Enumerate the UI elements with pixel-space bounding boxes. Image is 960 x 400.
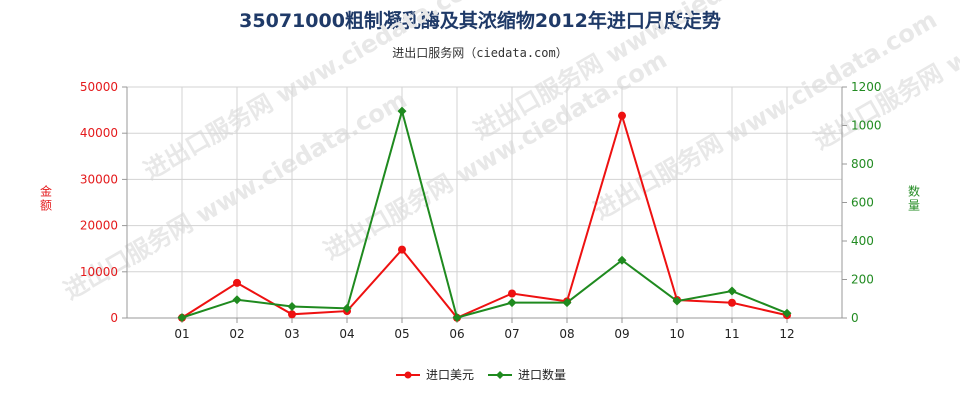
data-point-quantity — [342, 303, 352, 313]
data-point-quantity — [287, 301, 297, 311]
data-point-usd — [288, 310, 296, 319]
left-tick-label: 40000 — [80, 126, 118, 140]
data-point-quantity — [177, 313, 187, 323]
legend-label: 进口数量 — [518, 367, 566, 382]
left-tick-label: 50000 — [80, 80, 118, 94]
data-point-quantity — [397, 106, 407, 116]
series-line-import-usd — [181, 112, 788, 319]
left-tick-label: 20000 — [80, 219, 118, 233]
data-point-quantity — [507, 298, 517, 308]
data-point-quantity — [727, 286, 737, 296]
series — [177, 106, 792, 323]
x-tick-label: 08 — [559, 327, 574, 341]
left-axis-title: 金额 — [40, 184, 52, 213]
x-tick-label: 11 — [724, 327, 739, 341]
legend: 进口美元 进口数量 — [396, 367, 566, 382]
x-tick-label: 09 — [614, 327, 629, 341]
data-point-quantity — [232, 295, 242, 305]
left-tick-label: 0 — [110, 311, 118, 325]
x-tick-label: 04 — [339, 327, 354, 341]
data-point-usd — [508, 289, 516, 298]
x-tick-label: 02 — [229, 327, 244, 341]
legend-marker — [404, 371, 412, 379]
x-tick-label: 03 — [284, 327, 299, 341]
series-line-import-quantity — [181, 107, 788, 319]
data-point-quantity — [562, 298, 572, 308]
data-point-quantity — [617, 255, 627, 265]
data-point-usd — [728, 298, 736, 307]
x-tick-label: 07 — [504, 327, 519, 341]
x-tick-label: 05 — [394, 327, 409, 341]
legend-label: 进口美元 — [426, 368, 474, 382]
legend-marker — [496, 371, 504, 379]
data-point-quantity — [672, 296, 682, 306]
x-tick-label: 12 — [779, 327, 794, 341]
right-tick-label: 0 — [851, 311, 859, 325]
right-tick-label: 1000 — [851, 119, 882, 133]
x-tick-label: 10 — [669, 327, 684, 341]
right-axis-title: 数量 — [908, 184, 920, 213]
axes: 0 10000 20000 30000 40000 50000 0 200 400 600 800 1… — [40, 80, 920, 341]
chart-subtitle: 进出口服务网（ciedata.com） — [392, 46, 568, 60]
x-tick-label: 01 — [174, 327, 189, 341]
right-tick-label: 1200 — [851, 80, 882, 94]
left-tick-label: 30000 — [80, 172, 118, 186]
grid — [127, 86, 842, 319]
right-tick-label: 800 — [851, 157, 874, 171]
data-point-usd — [398, 245, 406, 254]
data-point-quantity — [452, 313, 462, 323]
watermark-text: 进出口服务网 www.ciedata.com — [319, 45, 672, 265]
data-point-usd — [233, 278, 241, 287]
data-point-usd — [618, 111, 626, 120]
left-tick-label: 10000 — [80, 265, 118, 279]
right-tick-label: 400 — [851, 234, 874, 248]
chart-title: 35071000粗制凝乳酶及其浓缩物2012年进口月度走势 — [239, 10, 721, 32]
data-point-quantity — [782, 308, 792, 318]
x-tick-label: 06 — [449, 327, 464, 341]
right-tick-label: 200 — [851, 273, 874, 287]
right-tick-label: 600 — [851, 196, 874, 210]
